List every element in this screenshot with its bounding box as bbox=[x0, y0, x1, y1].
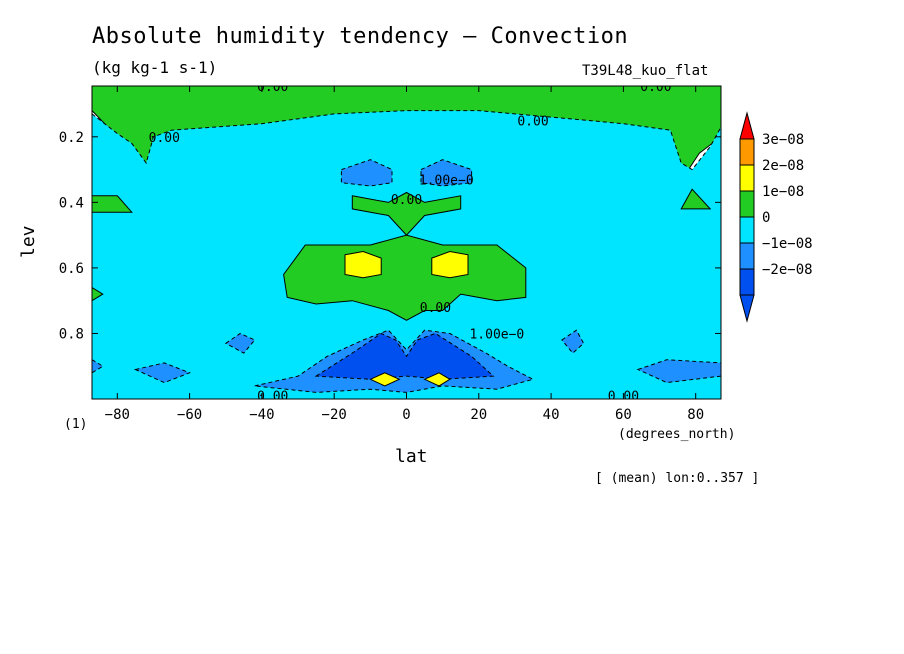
x-tick-label: −60 bbox=[177, 407, 202, 423]
contour-label-0: 0.00 bbox=[257, 80, 288, 95]
colorbar-label: 2e−08 bbox=[762, 158, 804, 174]
colorbar-swatch bbox=[739, 138, 755, 166]
colorbar-swatch bbox=[739, 190, 755, 218]
colorbar-swatch bbox=[739, 216, 755, 244]
contour-region-9 bbox=[420, 159, 473, 187]
subset-note: [ (mean) lon:0..357 ] bbox=[595, 471, 760, 486]
contour-region-13 bbox=[423, 372, 451, 387]
contour-region-7 bbox=[431, 250, 469, 279]
contour-region-17 bbox=[561, 329, 585, 354]
x-tick-label: 40 bbox=[543, 407, 560, 423]
contour-region-3 bbox=[680, 188, 712, 210]
contour-region-18 bbox=[636, 359, 721, 384]
contour-label-4: 1.00e−0 bbox=[419, 173, 474, 188]
x-tick-label: −80 bbox=[105, 407, 130, 423]
y-tick-label: 0.6 bbox=[59, 261, 84, 277]
page-tag: (1) bbox=[64, 417, 88, 432]
x-tick-label: −40 bbox=[249, 407, 274, 423]
colorbar-under-arrow bbox=[739, 294, 755, 323]
y-tick-label: 0.4 bbox=[59, 195, 84, 211]
units-label: (kg kg-1 s-1) bbox=[92, 58, 218, 77]
colorbar-label: 0 bbox=[762, 210, 770, 226]
run-label: T39L48_kuo_flat bbox=[582, 63, 709, 79]
contour-label-7: 1.00e−0 bbox=[469, 327, 524, 342]
contour-region-5 bbox=[283, 191, 527, 321]
contour-region-11 bbox=[314, 332, 495, 380]
chart-title: Absolute humidity tendency — Convection bbox=[92, 24, 629, 49]
x-tick-label: 0 bbox=[402, 407, 410, 423]
colorbar-label: 1e−08 bbox=[762, 184, 804, 200]
contour-label-3: 0.00 bbox=[517, 114, 548, 129]
contour-region-12 bbox=[369, 372, 401, 387]
contour-label-8: 0.00 bbox=[257, 390, 288, 405]
x-tick-label: 20 bbox=[470, 407, 487, 423]
contour-fill-layer bbox=[92, 86, 721, 399]
contour-label-2: 0.00 bbox=[149, 131, 180, 146]
colorbar-label: −2e−08 bbox=[762, 262, 813, 278]
x-axis-units: (degrees_north) bbox=[618, 427, 736, 442]
y-tick-label: 0.8 bbox=[59, 326, 84, 342]
colorbar-swatch bbox=[739, 268, 755, 296]
contour-region-8 bbox=[340, 159, 393, 187]
contour-label-6: 0.00 bbox=[420, 301, 451, 316]
colorbar-swatch bbox=[739, 242, 755, 270]
y-tick-label: 0.2 bbox=[59, 130, 84, 146]
contour-label-1: 0.00 bbox=[640, 80, 671, 95]
x-tick-label: 80 bbox=[687, 407, 704, 423]
contour-region-14 bbox=[224, 332, 256, 354]
x-axis-label: lat bbox=[395, 446, 428, 467]
contour-region-4 bbox=[92, 287, 104, 302]
contour-label-5: 0.00 bbox=[391, 193, 422, 208]
contour-region-16 bbox=[92, 359, 104, 374]
x-tick-label: −20 bbox=[322, 407, 347, 423]
colorbar-label: −1e−08 bbox=[762, 236, 813, 252]
contour-region-2 bbox=[92, 195, 133, 213]
colorbar-over-arrow bbox=[739, 111, 755, 140]
colorbar-label: 3e−08 bbox=[762, 132, 804, 148]
contour-region-6 bbox=[344, 250, 382, 279]
colorbar-swatch bbox=[739, 164, 755, 192]
contour-region-15 bbox=[133, 362, 191, 384]
x-tick-label: 60 bbox=[615, 407, 632, 423]
